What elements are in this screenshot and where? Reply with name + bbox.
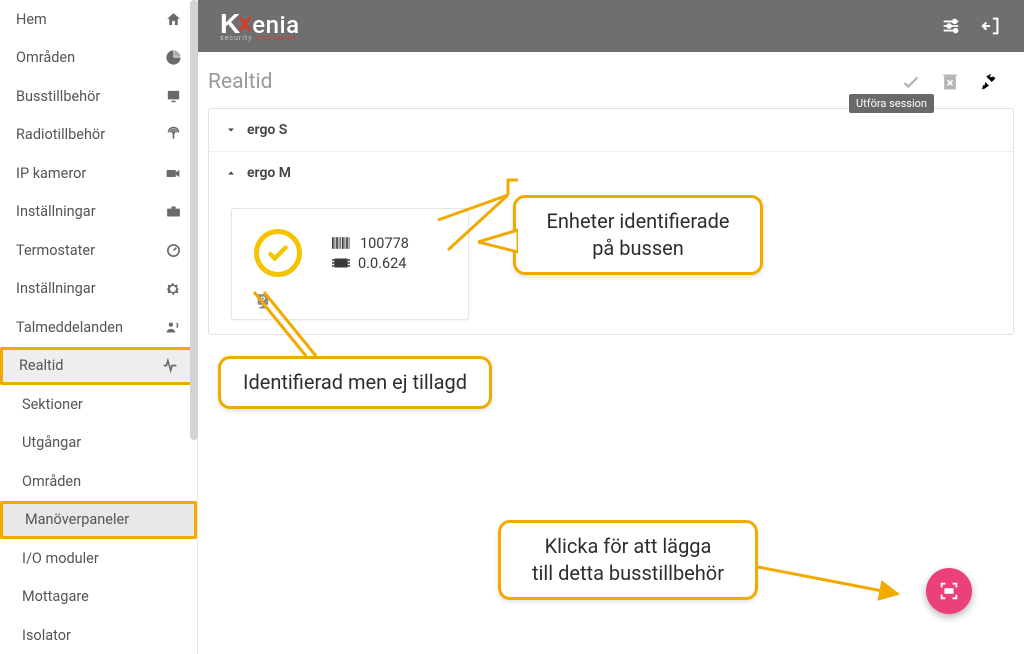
sidebar-item-label: IP kameror — [16, 165, 163, 182]
sidebar-item-label: Isolator — [22, 627, 183, 644]
sidebar-item-manoverpaneler[interactable]: Manöverpaneler — [0, 501, 197, 540]
sidebar-item-hem[interactable]: Hem — [0, 0, 197, 39]
sidebar-scrollbar[interactable] — [190, 0, 198, 440]
logout-icon[interactable] — [980, 15, 1002, 37]
sidebar-item-mottagare[interactable]: Mottagare — [0, 578, 197, 617]
sidebar-item-busstillbehor[interactable]: Busstillbehör — [0, 77, 197, 116]
device-unknown-icon: ? — [254, 291, 446, 311]
sidebar-item-label: I/O moduler — [22, 550, 183, 567]
device-info: 100778 0.0.624 — [332, 232, 409, 275]
svg-text:?: ? — [260, 296, 265, 305]
monitor-icon — [163, 88, 183, 105]
activity-icon — [160, 357, 180, 374]
sidebar-item-label: Områden — [22, 473, 183, 490]
device-card[interactable]: 100778 0.0.624 ? — [231, 208, 469, 320]
discard-icon[interactable] — [940, 72, 960, 92]
callout-unknown: Identifierad men ej tillagd — [218, 356, 492, 409]
caret-up-icon — [225, 167, 237, 179]
device-serial: 100778 — [360, 235, 409, 252]
device-version: 0.0.624 — [358, 255, 406, 272]
session-tooltip: Utföra session — [849, 94, 934, 113]
sidebar-item-talmeddelanden[interactable]: Talmeddelanden — [0, 308, 197, 347]
pie-icon — [163, 49, 183, 66]
person-voice-icon — [163, 319, 183, 336]
chip-icon — [332, 256, 350, 270]
topbar: K enia security innovation — [198, 0, 1024, 52]
sidebar-item-label: Busstillbehör — [16, 88, 163, 105]
sidebar-item-label: Realtid — [19, 357, 160, 374]
tune-icon[interactable] — [940, 15, 962, 37]
camera-icon — [163, 165, 183, 182]
scan-icon — [938, 580, 960, 602]
callout-bus: Enheter identifieradepå bussen — [513, 195, 763, 275]
sidebar-item-label: Inställningar — [16, 280, 163, 297]
sidebar-item-label: Inställningar — [16, 203, 163, 220]
sidebar-item-label: Sektioner — [22, 396, 183, 413]
sidebar-item-iomoduler[interactable]: I/O moduler — [0, 539, 197, 578]
sidebar-item-label: Mottagare — [22, 588, 183, 605]
accordion-label: ergo S — [247, 122, 287, 138]
sidebar-item-ipcameras[interactable]: IP kameror — [0, 154, 197, 193]
caret-down-icon — [225, 124, 237, 136]
callout-fab: Klicka för att läggatill detta busstillb… — [498, 520, 758, 600]
fab-add-device[interactable] — [926, 568, 972, 614]
sidebar-item-radiotillbehor[interactable]: Radiotillbehör — [0, 116, 197, 155]
sidebar-item-label: Hem — [16, 11, 163, 28]
gear-icon — [163, 280, 183, 298]
briefcase-icon — [163, 203, 183, 220]
page-title: Realtid — [208, 70, 882, 94]
sidebar-item-label: Utgångar — [22, 434, 183, 451]
main: K enia security innovation Realtid — [198, 0, 1024, 654]
session-icon[interactable] — [978, 71, 1000, 93]
sidebar-item-utgangar[interactable]: Utgångar — [0, 424, 197, 463]
gauge-icon — [163, 242, 183, 259]
home-icon — [163, 11, 183, 28]
sidebar: Hem Områden Busstillbehör Radiotillbehör — [0, 0, 198, 654]
sidebar-item-installningar-2[interactable]: Inställningar — [0, 270, 197, 309]
accordion-label: ergo M — [247, 165, 291, 181]
sidebar-item-label: Termostater — [16, 242, 163, 259]
brand-logo: K enia security innovation — [220, 10, 300, 42]
sidebar-item-isolator[interactable]: Isolator — [0, 616, 197, 654]
sidebar-item-installningar-1[interactable]: Inställningar — [0, 193, 197, 232]
sidebar-item-omraden-sub[interactable]: Områden — [0, 462, 197, 501]
accordion-ergo-m[interactable]: ergo M — [209, 152, 1013, 194]
status-ok-icon — [254, 229, 302, 277]
sidebar-item-label: Manöverpaneler — [25, 511, 180, 528]
sidebar-item-label: Radiotillbehör — [16, 126, 163, 143]
sidebar-item-label: Områden — [16, 49, 163, 66]
sidebar-item-sektioner[interactable]: Sektioner — [0, 385, 197, 424]
logo-x-icon — [236, 13, 254, 35]
sidebar-item-realtid[interactable]: Realtid — [0, 347, 197, 386]
logo-subtitle: security innovation — [220, 35, 300, 42]
sidebar-item-termostater[interactable]: Termostater — [0, 231, 197, 270]
sidebar-item-omraden[interactable]: Områden — [0, 39, 197, 78]
barcode-icon — [332, 236, 352, 250]
antenna-icon — [163, 126, 183, 143]
apply-icon[interactable] — [900, 71, 922, 93]
sidebar-item-label: Talmeddelanden — [16, 319, 163, 336]
accordion-ergo-s[interactable]: ergo S — [209, 109, 1013, 152]
